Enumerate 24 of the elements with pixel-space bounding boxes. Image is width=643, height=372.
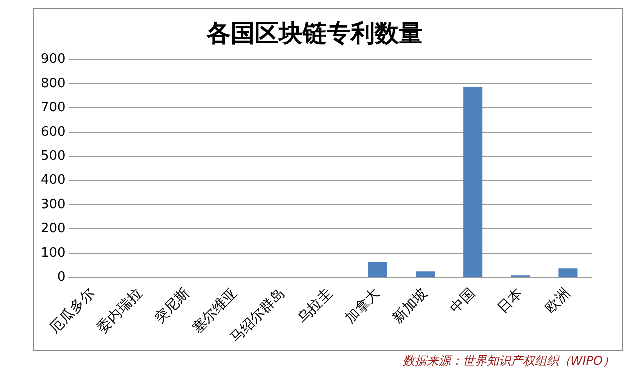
y-tick-label: 200 — [40, 222, 66, 237]
y-tick-label: 0 — [58, 270, 66, 285]
y-tick-label: 800 — [40, 76, 66, 92]
bar — [368, 262, 388, 278]
y-tick-label: 900 — [40, 52, 66, 68]
y-tick-label: 700 — [40, 100, 66, 116]
bar — [464, 87, 483, 278]
source-note: 数据来源：世界知识产权组织（WIPO） — [402, 353, 616, 370]
x-tick-label: 加拿大 — [342, 286, 384, 327]
y-tick-label: 300 — [40, 197, 66, 212]
x-tick-label: 突尼斯 — [152, 286, 194, 327]
x-tick-label: 中国 — [447, 286, 479, 317]
y-tick-label: 500 — [40, 148, 66, 164]
y-tick-label: 400 — [40, 173, 66, 188]
y-tick-label: 100 — [40, 246, 66, 261]
chart-title: 各国区块链专利数量 — [206, 20, 423, 48]
x-tick-label: 欧洲 — [542, 286, 574, 317]
bar — [558, 268, 578, 278]
x-tick-label: 委内瑞拉 — [94, 286, 146, 337]
bar — [416, 272, 436, 278]
x-tick-label: 日本 — [494, 286, 526, 317]
x-tick-label: 乌拉圭 — [294, 286, 336, 327]
x-tick-label: 新加坡 — [390, 286, 431, 327]
y-tick-label: 600 — [40, 124, 66, 140]
